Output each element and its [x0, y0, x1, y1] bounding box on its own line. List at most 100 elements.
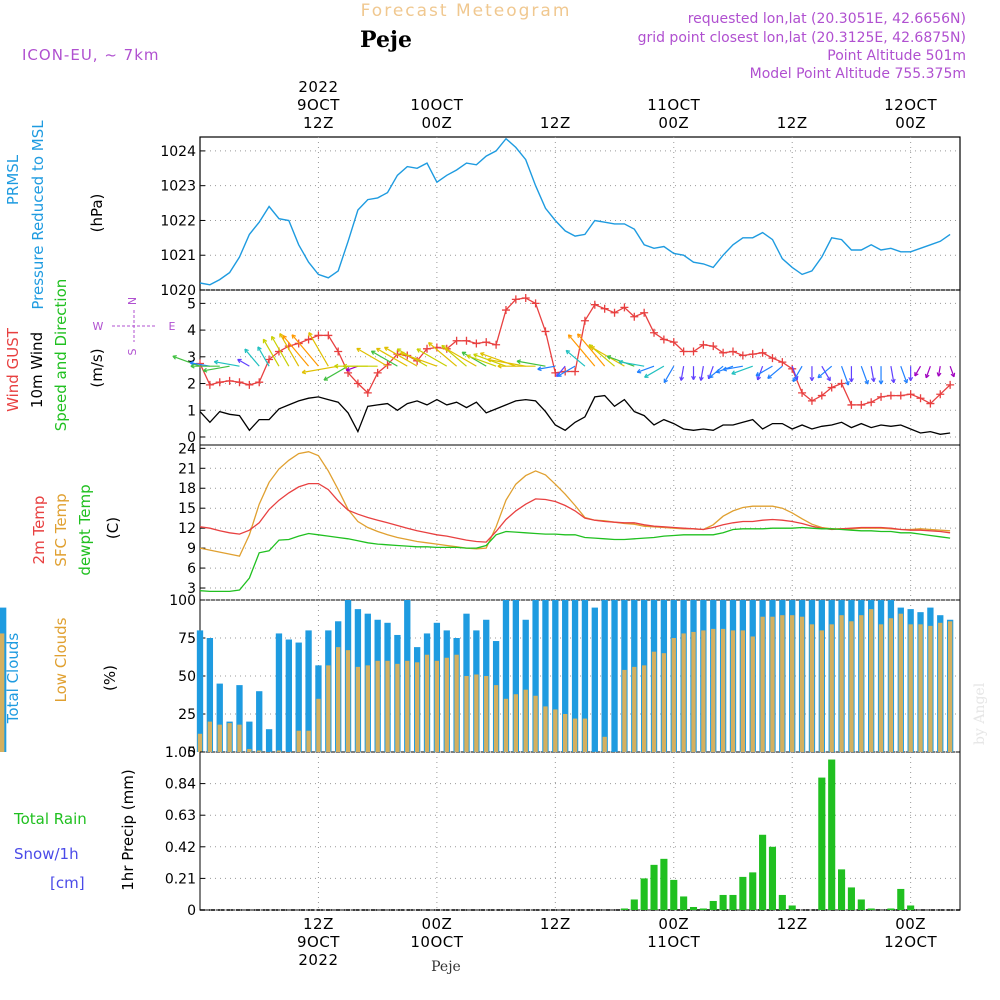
requested-coords: requested lon,lat (20.3051E, 42.6656N)	[688, 11, 966, 27]
y-tick-label: 1024	[160, 144, 196, 160]
low-cloud-bar	[928, 625, 933, 752]
gust-marker	[699, 340, 708, 349]
low-cloud-bar	[947, 621, 953, 752]
wind-vector	[400, 352, 438, 367]
gust-marker	[620, 303, 629, 312]
rain-bar	[630, 899, 638, 910]
gust-marker	[551, 368, 560, 377]
wind-vector	[637, 365, 655, 373]
total-cloud-bar	[256, 691, 263, 752]
wind-vector-head	[428, 342, 433, 347]
time-tick-label-bottom: 12OCT	[884, 933, 937, 951]
y-tick-label: 4	[187, 323, 196, 339]
low-cloud-bar	[681, 633, 686, 752]
low-cloud-bar	[868, 609, 874, 752]
gust-marker	[472, 339, 481, 348]
wind-vector-head	[487, 357, 492, 363]
y-tick-label: 18	[178, 481, 196, 497]
low-cloud-bar	[454, 654, 459, 752]
wind-vector-head	[890, 378, 896, 384]
y-tick-label: 1	[187, 403, 196, 419]
wind-vector	[302, 365, 339, 374]
gust-marker	[255, 378, 264, 387]
gust-marker	[334, 347, 343, 356]
dewpt-temp-label: dewpt Temp	[76, 484, 94, 575]
low-cloud-bar	[780, 615, 785, 752]
wind-vector	[644, 365, 665, 378]
gust-marker	[225, 376, 234, 385]
wind-vector-head	[864, 379, 869, 385]
wind-vector-head	[383, 346, 389, 352]
wind-vector-head	[644, 373, 649, 378]
rain-bar	[739, 876, 747, 910]
low-cloud-bar	[918, 624, 923, 752]
wind-vector-head	[172, 355, 177, 360]
low-cloud-bar	[691, 631, 696, 752]
total-cloud-bar	[216, 683, 223, 752]
y-tick-label: 0.42	[165, 840, 196, 856]
low-cloud-bar	[197, 733, 203, 752]
time-tick-label-top: 12Z	[777, 114, 808, 132]
low-cloud-bar	[336, 647, 341, 752]
wind-vector-head	[565, 349, 571, 355]
wind-vector-head	[334, 363, 339, 369]
gust-marker	[659, 335, 668, 344]
wind-vector-head	[817, 373, 823, 379]
wind-vector	[840, 365, 849, 386]
wind-vector-head	[809, 376, 815, 382]
y-tick-label: 15	[178, 501, 196, 517]
low-cloud-bar	[632, 666, 637, 752]
gust-marker	[946, 380, 955, 389]
prmsl-label: PRMSL	[4, 154, 22, 205]
wind-vector	[900, 365, 908, 384]
low-cloud-bar	[711, 628, 716, 752]
gust-marker	[482, 338, 491, 347]
gust-marker	[847, 400, 856, 409]
wind-vector-head	[466, 354, 471, 359]
wind-vector-head	[345, 367, 351, 372]
low-cloud-bar	[276, 750, 282, 752]
compass-cross	[112, 310, 156, 342]
wind-vector	[817, 365, 833, 379]
total-cloud-bar	[532, 600, 539, 752]
time-tick-label-bottom: 00Z	[895, 915, 926, 933]
y-tick-label: 12	[178, 521, 196, 537]
wind-vector	[577, 333, 606, 367]
wind-vector	[663, 365, 675, 383]
gust-marker	[363, 388, 372, 397]
wind-vector-head	[755, 371, 761, 377]
rain-bar	[749, 872, 757, 910]
compass-west: W	[93, 320, 104, 333]
total-cloud-bar	[581, 600, 589, 752]
gust-marker	[896, 391, 905, 400]
wind-vector-head	[444, 347, 449, 352]
wind-vector-head	[606, 355, 612, 360]
y-tick-label: 1020	[160, 283, 196, 299]
gridpoint-coords: grid point closest lon,lat (20.3125E, 42…	[638, 30, 966, 46]
gust-marker	[521, 294, 530, 303]
wind-vector-head	[301, 369, 307, 375]
wind-vector-head	[190, 363, 195, 369]
wind-unit-label: (m/s)	[88, 348, 106, 387]
gust-marker	[245, 380, 254, 389]
rain-bar	[857, 899, 865, 910]
wind-vector	[237, 358, 250, 367]
rain-bar	[768, 846, 777, 910]
low-cloud-bar	[543, 706, 548, 752]
gust-marker	[571, 367, 580, 376]
time-tick-label-bottom: 2022	[298, 951, 338, 969]
wind-vector-head	[271, 335, 276, 341]
low-cloud-bar	[651, 651, 657, 752]
gust-marker	[531, 299, 540, 308]
wind-vector	[466, 354, 497, 367]
y-tick-label: 0.63	[165, 808, 196, 824]
gust-marker	[728, 347, 737, 356]
low-cloud-bar	[493, 685, 499, 752]
rain-bar	[847, 887, 855, 910]
wind-vector-head	[878, 380, 884, 385]
time-tick-label-top: 12Z	[540, 114, 571, 132]
gust-marker	[748, 350, 757, 359]
y-tick-label: 1022	[160, 213, 196, 229]
wind-vector	[680, 366, 685, 381]
